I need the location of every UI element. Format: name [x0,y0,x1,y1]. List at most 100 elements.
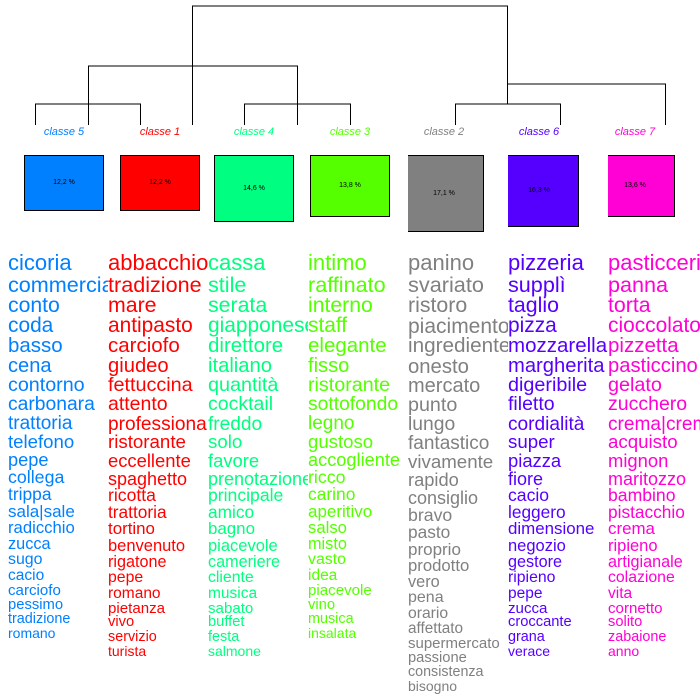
class-word: collega [8,466,65,487]
class-word: vino [308,596,336,613]
class-word: supplì [508,271,566,297]
class-word: cliente [208,569,254,587]
class-size-box: 17,1 % [408,155,484,232]
class-word: salso [308,517,347,537]
class-word: trippa [8,484,52,505]
class-word: grana [508,628,545,645]
class-word: basso [8,334,63,357]
class-word: vivamente [408,450,494,472]
class-word: ripieno [608,536,658,555]
class-word: serata [208,292,268,317]
class-word: conto [8,293,60,317]
class-word: onesto [408,355,469,378]
class-word: pietanza [108,599,166,617]
class-word: cornetto [608,599,663,617]
class-word: cacio [508,485,550,506]
class-word: solo [208,431,243,453]
class-percent: 12,2 % [149,179,171,186]
class-word: margherita [508,355,605,378]
class-column: classe 3 13,8 % intimo raffinato interno staf… [308,0,408,700]
class-word: bagno [208,519,255,539]
class-word: sala|sale [8,502,75,522]
class-word: spaghetto [108,468,188,489]
class-word: attento [108,393,168,416]
class-word: rigatone [108,553,167,572]
class-word: cioccolato [608,313,700,337]
dendrogram-left-link [88,65,298,125]
class-word: pasticcino [608,355,698,378]
class-size-box: 13,6 % [608,155,675,217]
class-word: antipasto [108,313,193,337]
class-word: favore [208,449,260,471]
class-word: carino [308,484,356,505]
class-word: fettuccina [108,374,193,396]
class-word: svariato [408,271,484,297]
class-word: punto [408,394,458,417]
class-word: consiglio [408,488,479,509]
class-word: musica [308,611,354,628]
class-word: sugo [8,551,43,569]
class-word: artigianale [608,553,683,572]
class-word: raffinato [308,271,386,297]
class-word: tradizione [108,271,202,297]
class-word: sottofondo [308,394,399,416]
class-word: maritozzo [608,468,687,489]
class-word: gelato [608,374,662,396]
class-word: benvenuto [108,536,186,555]
dendrogram [35,5,666,125]
class-word: festa [208,628,240,645]
class-word: prenotazione [208,468,308,489]
class-word: mignon [608,449,669,471]
class-word: zucchero [608,393,688,416]
class-percent: 13,6 % [624,182,646,189]
class-word: pasticceria [608,250,700,275]
class-word: staff [308,313,348,337]
class-word: freddo [208,413,263,435]
class-word: torta [608,292,651,317]
class-word: pizzeria [508,250,584,275]
class-percent: 12,2 % [53,179,75,186]
class-word: direttore [208,334,284,358]
class-word: romano [8,625,56,642]
class-word: eccellente [108,449,191,471]
class-word: principale [208,485,284,506]
class-word: affettato [408,620,464,638]
class-word: mare [108,292,157,317]
class-word: accogliente [308,449,401,470]
class-word: crema [608,519,655,539]
class-word: pizza [508,313,557,337]
class-word: zucca [508,599,548,617]
class-word: ripieno [508,569,556,587]
class-word: pizzetta [608,334,679,358]
class-word: servizio [108,628,157,645]
class-word: telefono [8,430,75,452]
class-word: misto [308,535,347,554]
class-word: piacevole [308,581,372,599]
class-word: solito [608,614,643,631]
class-word: quantità [208,374,279,396]
class-word: intimo [308,250,367,275]
class-word: ristorante [308,373,391,396]
class-word: vivo [108,614,135,631]
class-word: colazione [608,569,675,587]
class-word: professionale [108,413,208,435]
dendrogram-link-4-3 [244,103,351,125]
class-word: dimensione [508,519,595,539]
class-word: coda [8,313,54,337]
class-word: verace [508,643,551,659]
class-label: classe 2 [423,126,465,138]
class-label: classe 3 [329,126,371,138]
class-word: tradizione [8,611,71,628]
class-word: piazza [508,449,562,471]
class-word: carciofo [108,334,180,358]
class-word: amico [208,502,255,523]
class-word: piacimento [408,314,508,338]
class-word: pasto [408,522,451,543]
class-word: cameriere [208,553,280,572]
class-word: vita [608,584,633,602]
class-word: contorno [8,373,85,396]
class-size-box: 14,6 % [214,155,294,222]
class-word: pistacchio [608,502,685,523]
class-word: radicchio [8,517,75,537]
class-word: panna [608,271,669,297]
